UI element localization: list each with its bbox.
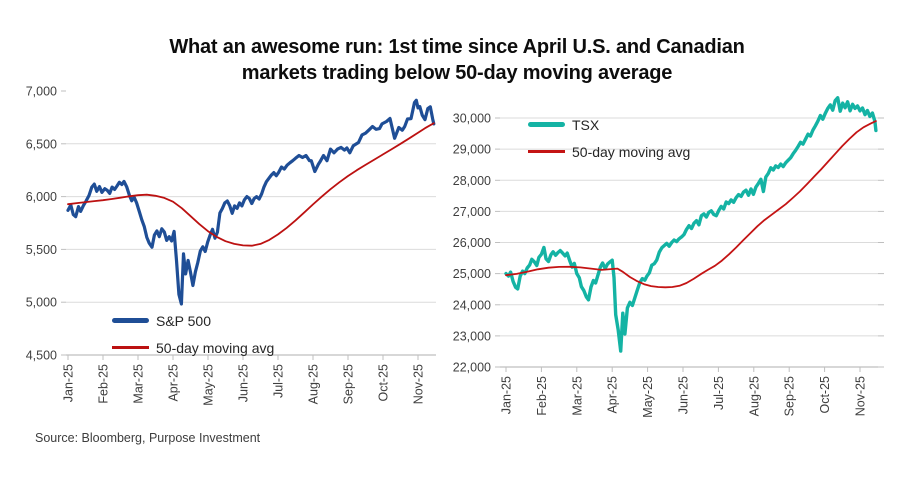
tsx-moving-avg-legend-label: 50-day moving avg xyxy=(572,143,691,160)
x-tick-label: Oct-25 xyxy=(818,376,832,414)
y-tick-label: 30,000 xyxy=(453,112,491,126)
legend-item-tsx: TSX xyxy=(528,115,690,134)
x-tick-label: Mar-25 xyxy=(570,376,584,416)
page-title-line1: What an awesome run: 1st time since Apri… xyxy=(169,36,745,58)
source-note: Source: Bloomberg, Purpose Investment xyxy=(35,431,261,445)
sp500-moving-avg-line-swatch xyxy=(112,346,149,349)
y-tick-label: 4,500 xyxy=(26,349,57,363)
tsx-legend: TSX 50-day moving avg xyxy=(528,115,690,161)
legend-item-sp500-moving-avg: 50-day moving avg xyxy=(112,338,274,357)
tsx-moving-avg-line-swatch xyxy=(528,150,565,153)
x-tick-label: Nov-25 xyxy=(412,364,426,404)
tsx-line xyxy=(504,96,878,353)
y-tick-label: 25,000 xyxy=(453,267,491,281)
x-tick-label: Feb-25 xyxy=(535,376,549,416)
sp500-legend: S&P 500 50-day moving avg xyxy=(112,311,274,357)
x-tick-label: May-25 xyxy=(202,364,216,406)
x-tick-label: Jul-25 xyxy=(272,364,286,398)
y-tick-label: 28,000 xyxy=(453,174,491,188)
y-tick-label: 6,000 xyxy=(26,190,57,204)
x-tick-label: Jun-25 xyxy=(237,364,251,402)
y-tick-label: 22,000 xyxy=(453,361,491,375)
y-tick-label: 26,000 xyxy=(453,236,491,250)
x-tick-label: Feb-25 xyxy=(97,364,111,404)
x-tick-label: Apr-25 xyxy=(606,376,620,414)
tsx-line-swatch xyxy=(528,122,565,127)
y-tick-label: 23,000 xyxy=(453,329,491,343)
x-tick-label: May-25 xyxy=(641,376,655,418)
x-tick-label: Mar-25 xyxy=(132,364,146,404)
x-tick-label: Jul-25 xyxy=(712,376,726,410)
legend-item-tsx-moving-avg: 50-day moving avg xyxy=(528,142,690,161)
sp500-moving-avg-line xyxy=(67,122,435,247)
sp500-moving-avg-legend-label: 50-day moving avg xyxy=(156,339,275,356)
legend-item-sp500: S&P 500 xyxy=(112,311,274,330)
x-tick-label: Nov-25 xyxy=(854,376,868,416)
x-tick-label: Sep-25 xyxy=(783,376,797,416)
tsx-moving-avg-line xyxy=(505,120,877,289)
sp500-line-swatch xyxy=(112,318,149,323)
page-title-line2: markets trading below 50-day moving aver… xyxy=(241,62,673,84)
x-tick-label: Oct-25 xyxy=(377,364,391,402)
y-tick-label: 29,000 xyxy=(453,143,491,157)
x-tick-label: Jun-25 xyxy=(677,376,691,414)
x-tick-label: Jan-25 xyxy=(500,376,514,414)
tsx-legend-label: TSX xyxy=(572,116,600,133)
x-tick-label: Sep-25 xyxy=(342,364,356,404)
y-tick-label: 24,000 xyxy=(453,298,491,312)
x-tick-label: Aug-25 xyxy=(307,364,321,404)
sp500-legend-label: S&P 500 xyxy=(156,312,212,329)
y-tick-label: 5,500 xyxy=(26,243,57,257)
page-title: What an awesome run: 1st time since Apri… xyxy=(0,34,914,86)
y-tick-label: 27,000 xyxy=(453,205,491,219)
x-tick-label: Aug-25 xyxy=(747,376,761,416)
x-tick-label: Apr-25 xyxy=(167,364,181,402)
y-tick-label: 6,500 xyxy=(26,137,57,151)
y-tick-label: 5,000 xyxy=(26,296,57,310)
y-tick-label: 7,000 xyxy=(26,85,57,99)
x-tick-label: Jan-25 xyxy=(62,364,76,402)
sp500-line xyxy=(66,98,436,306)
